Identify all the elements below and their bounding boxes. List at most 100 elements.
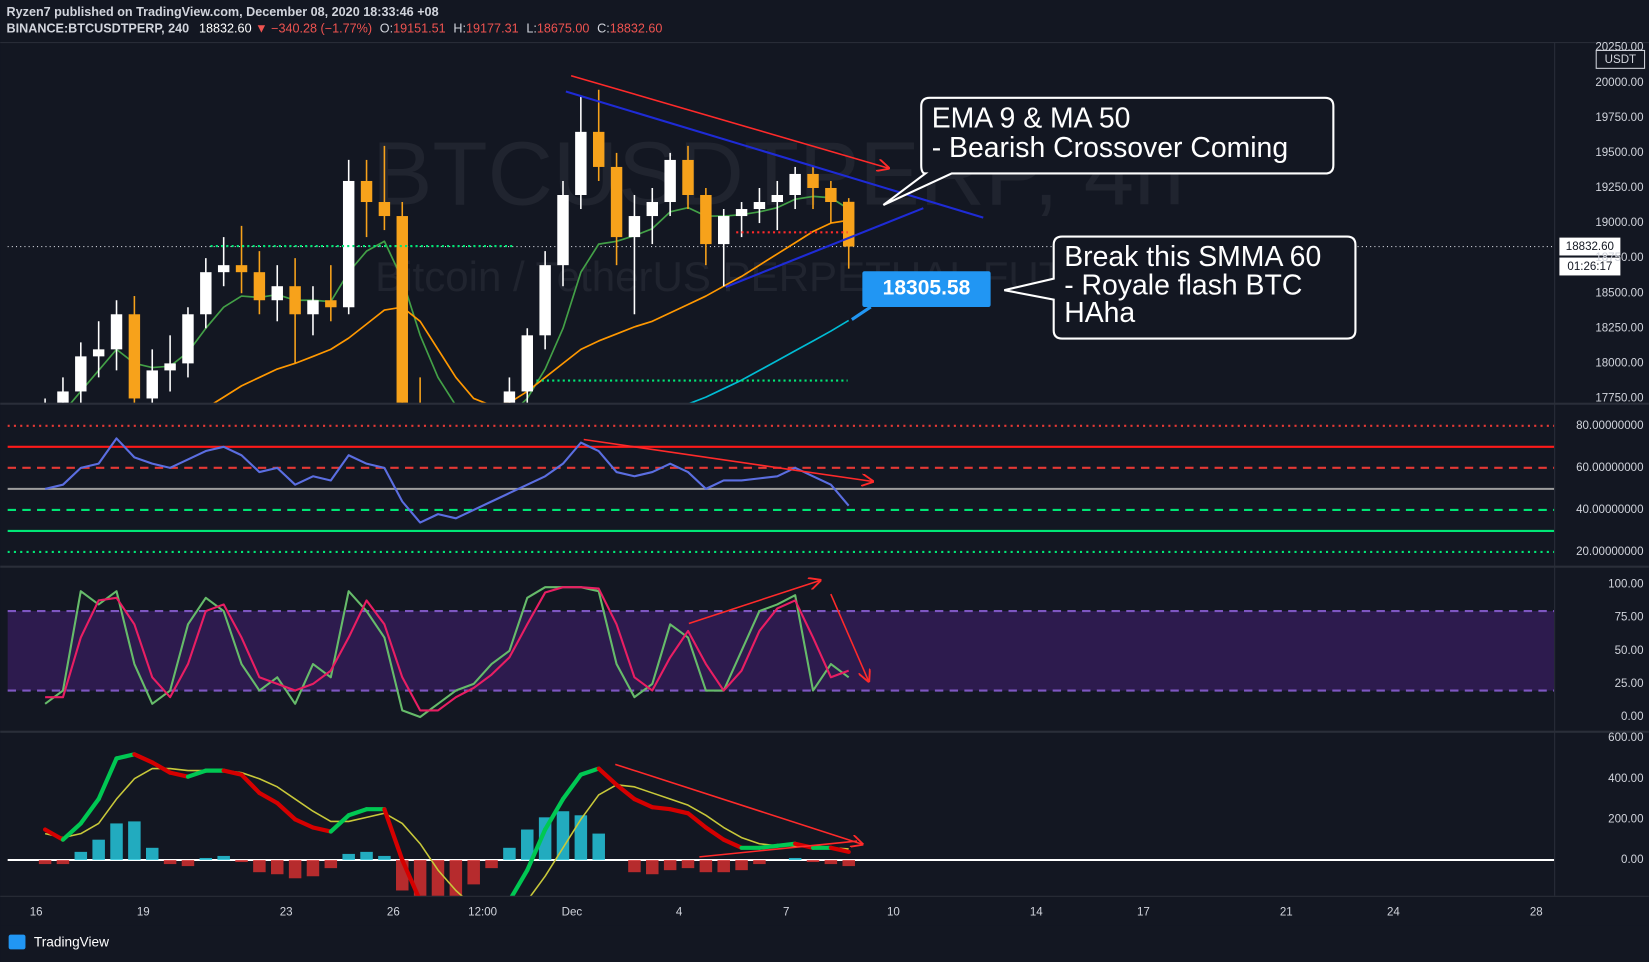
callout-text: EMA 9 & MA 50: [932, 102, 1131, 134]
y-tick-label: 400.00: [1608, 773, 1643, 785]
macd-segment: [293, 817, 316, 830]
countdown-label: 01:26:17: [1567, 261, 1612, 273]
histogram-bar: [110, 823, 123, 861]
candle-body: [75, 356, 87, 392]
macd-segment: [509, 868, 530, 896]
macd-segment: [757, 843, 780, 850]
y-tick-label: 17750.00: [1595, 393, 1643, 405]
macd-segment: [596, 766, 619, 787]
indicator-line: [44, 586, 850, 719]
histogram-bar: [271, 860, 284, 875]
moving-average: [70, 195, 850, 403]
histogram-bar: [181, 860, 195, 867]
candle-body: [342, 180, 355, 308]
signal-line: [44, 767, 849, 896]
candle-body: [682, 159, 694, 196]
macd-segment: [114, 752, 137, 761]
drawings: [210, 74, 984, 858]
candle-body: [592, 131, 605, 167]
divergence-line: [615, 763, 862, 844]
ohlc-key: L:: [526, 22, 537, 36]
histogram-bar: [288, 860, 302, 879]
candle-body: [271, 286, 283, 301]
histogram-bar: [735, 860, 748, 871]
histogram-bar: [806, 860, 820, 863]
candle-body: [289, 286, 301, 315]
histogram-bar: [628, 860, 641, 873]
candle-body: [610, 166, 623, 238]
y-tick-label: 40.00000000: [1576, 504, 1643, 516]
y-tick-label: 20000.00: [1595, 77, 1643, 89]
histogram-bar: [503, 847, 516, 861]
y-tick-label: 25.00: [1615, 678, 1644, 690]
y-tick-label: 18500.00: [1595, 287, 1643, 299]
pane-separator: [0, 730, 1649, 733]
x-tick-label: 4: [676, 907, 683, 919]
trend-line: [725, 207, 924, 288]
histogram-bar: [56, 860, 70, 865]
candle-body: [217, 265, 230, 273]
histogram-bar: [163, 860, 177, 865]
y-tick-label: 0.00: [1621, 711, 1643, 723]
histogram-bar: [574, 815, 588, 861]
y-tick-label: 19500.00: [1595, 147, 1643, 159]
x-tick-label: 23: [280, 907, 293, 919]
histogram-bar: [646, 860, 659, 875]
logo-icon: [8, 934, 26, 950]
candle-body: [360, 180, 373, 203]
x-tick-label: 7: [783, 907, 789, 919]
macd-segment: [525, 827, 548, 873]
macd-pane: [7, 752, 1555, 896]
ohlc-value: 19151.51: [393, 22, 446, 36]
histogram-bar: [128, 821, 141, 861]
pane-border: [0, 42, 1649, 44]
candle-body: [771, 195, 784, 203]
ohlc-value: 18675.00: [537, 22, 590, 36]
ohlc-value: 19177.31: [466, 22, 519, 36]
histogram-bar: [717, 860, 730, 873]
overbought-oversold-band: [7, 611, 1555, 691]
histogram-bar: [699, 860, 713, 873]
y-tick-label: 100.00: [1608, 579, 1643, 591]
macd-segment: [775, 841, 798, 848]
callout-text: - Royale flash BTC: [1064, 270, 1302, 302]
callout-text: Break this SMMA 60: [1064, 241, 1321, 273]
macd-segment: [543, 796, 566, 832]
price-axis-border: [1554, 42, 1556, 896]
callout-box: [1004, 235, 1357, 340]
moving-average: [213, 219, 849, 403]
macd-segment: [132, 752, 155, 765]
histogram-bar: [485, 860, 498, 869]
candle-body: [700, 195, 712, 245]
histogram-bar: [592, 833, 605, 861]
candle-body: [378, 202, 391, 217]
histogram-bar: [663, 860, 677, 871]
pane-separator: [0, 895, 1649, 897]
macd-segment: [614, 782, 637, 802]
macd-segment: [167, 770, 191, 779]
macd-segment: [96, 756, 119, 802]
label-connector: [850, 305, 872, 321]
candle-body: [396, 216, 408, 403]
candle-body: [235, 265, 248, 273]
macd-segment: [400, 857, 421, 896]
candle-body: [200, 272, 212, 315]
price-change: ▼ −340.28 (−1.77%): [255, 22, 372, 36]
pane-separator: [0, 565, 1649, 568]
divergence-line: [688, 580, 820, 625]
histogram-bar: [324, 860, 338, 869]
y-tick-label: 18750.00: [1595, 252, 1643, 264]
macd-segment: [239, 772, 262, 796]
histogram-bar: [74, 851, 88, 861]
candle-body: [753, 202, 766, 210]
y-tick-label: 20.00000000: [1576, 546, 1643, 558]
divergence-line: [699, 840, 858, 858]
y-tick-label: 75.00: [1615, 612, 1644, 624]
candle-body: [92, 349, 105, 357]
x-tick-label: 17: [1137, 907, 1150, 919]
macd-segment: [257, 790, 280, 806]
candle-body: [521, 335, 533, 392]
x-tick-label: Dec: [562, 907, 583, 919]
footer-bar: [0, 925, 1649, 962]
